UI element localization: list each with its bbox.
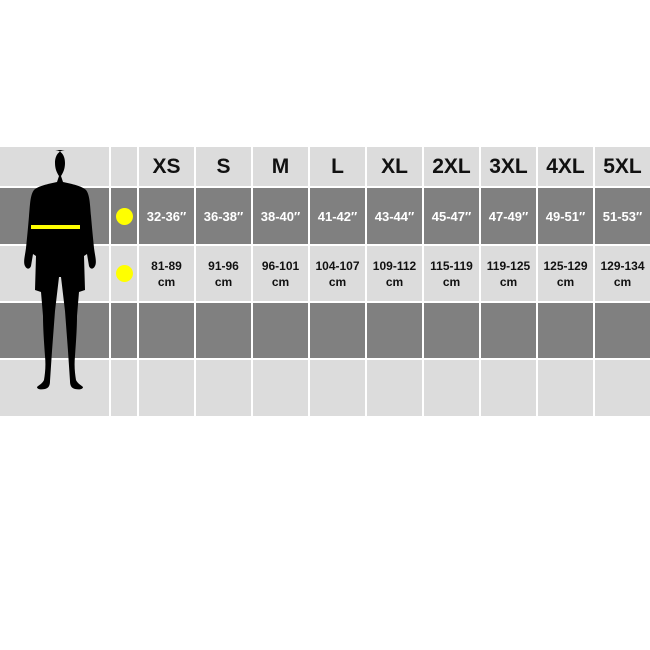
chest-cm-cell: 96-101 cm xyxy=(253,246,308,301)
empty-cell xyxy=(253,303,308,358)
size-header: S xyxy=(196,147,251,186)
size-header: 3XL xyxy=(481,147,536,186)
chest-inches-cell: 49-51″ xyxy=(538,188,593,244)
figure-cell xyxy=(0,303,109,358)
empty-cell xyxy=(424,360,479,416)
chest-inches-cell: 38-40″ xyxy=(253,188,308,244)
yellow-dot-icon xyxy=(115,207,133,225)
chest-inches-cell: 41-42″ xyxy=(310,188,365,244)
chest-inches-cell: 36-38″ xyxy=(196,188,251,244)
empty-cell xyxy=(367,360,422,416)
chest-cm-cell: 119-125 cm xyxy=(481,246,536,301)
marker-cell xyxy=(111,188,137,244)
yellow-dot-icon xyxy=(115,265,133,282)
size-header: 5XL xyxy=(595,147,650,186)
chest-cm-cell: 129-134 cm xyxy=(595,246,650,301)
size-header: XS xyxy=(139,147,194,186)
empty-cell xyxy=(595,303,650,358)
chest-inches-cell: 43-44″ xyxy=(367,188,422,244)
chest-cm-cell: 109-112 cm xyxy=(367,246,422,301)
empty-cell xyxy=(196,360,251,416)
size-header: XL xyxy=(367,147,422,186)
empty-cell xyxy=(367,303,422,358)
figure-cell xyxy=(0,246,109,301)
figure-cell xyxy=(0,360,109,416)
chest-cm-cell: 91-96 cm xyxy=(196,246,251,301)
empty-cell xyxy=(139,360,194,416)
figure-cell xyxy=(0,188,109,244)
size-header: M xyxy=(253,147,308,186)
empty-cell xyxy=(424,303,479,358)
size-chart-table: XS S M L XL 2XL 3XL 4XL 5XL 32-36″ 36-38″ 38-40″ 41-… xyxy=(0,147,650,416)
marker-header-cell xyxy=(111,147,137,186)
marker-cell xyxy=(111,360,137,416)
empty-cell xyxy=(310,360,365,416)
chest-inches-cell: 32-36″ xyxy=(139,188,194,244)
empty-cell xyxy=(538,360,593,416)
empty-cell xyxy=(310,303,365,358)
empty-cell xyxy=(196,303,251,358)
marker-cell xyxy=(111,303,137,358)
size-header: 4XL xyxy=(538,147,593,186)
empty-cell xyxy=(538,303,593,358)
chest-cm-cell: 125-129 cm xyxy=(538,246,593,301)
empty-cell xyxy=(139,303,194,358)
chest-inches-cell: 47-49″ xyxy=(481,188,536,244)
figure-cell xyxy=(0,147,109,186)
chest-cm-cell: 115-119 cm xyxy=(424,246,479,301)
size-header: 2XL xyxy=(424,147,479,186)
chest-cm-cell: 81-89 cm xyxy=(139,246,194,301)
size-header: L xyxy=(310,147,365,186)
marker-cell xyxy=(111,246,137,301)
chest-inches-cell: 45-47″ xyxy=(424,188,479,244)
chest-inches-cell: 51-53″ xyxy=(595,188,650,244)
chest-cm-cell: 104-107 cm xyxy=(310,246,365,301)
empty-cell xyxy=(595,360,650,416)
empty-cell xyxy=(481,303,536,358)
empty-cell xyxy=(253,360,308,416)
empty-cell xyxy=(481,360,536,416)
